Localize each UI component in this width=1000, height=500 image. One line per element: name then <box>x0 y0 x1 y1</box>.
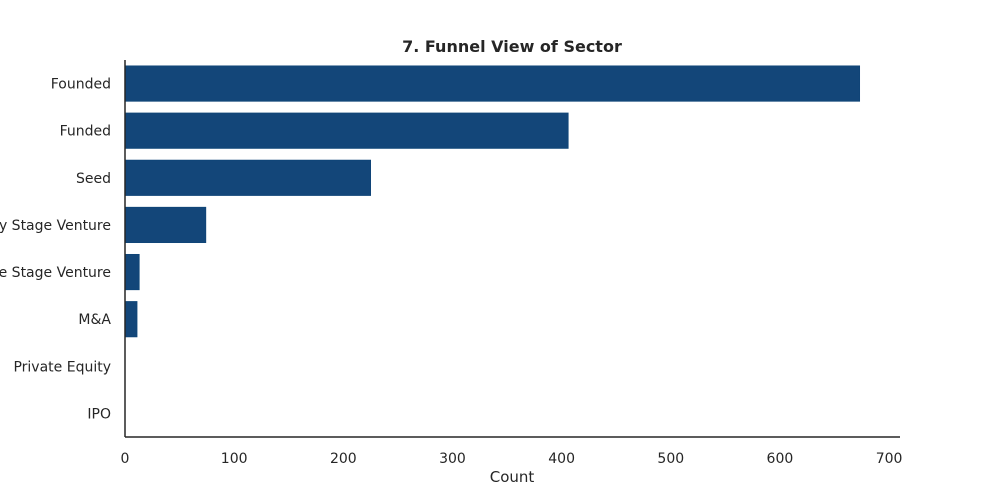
x-tick-label: 400 <box>548 451 575 467</box>
y-tick-label: M&A <box>78 312 111 328</box>
y-tick-label: Founded <box>51 77 111 93</box>
bar-founded <box>124 65 861 102</box>
y-tick-label: Late Stage Venture <box>0 265 111 281</box>
bar-funded <box>124 112 569 149</box>
bar-m-a <box>124 301 138 338</box>
y-tick-label: Private Equity <box>13 359 111 375</box>
y-tick-label: Seed <box>76 171 111 187</box>
x-tick-label: 500 <box>657 451 684 467</box>
x-tick-label: 200 <box>330 451 357 467</box>
chart-title: 7. Funnel View of Sector <box>402 37 622 56</box>
y-tick-labels: Founded Funded Seed Early Stage Venture Late… <box>0 77 111 423</box>
x-tick-label: 300 <box>439 451 466 467</box>
y-tick-label: Early Stage Venture <box>0 218 111 234</box>
x-tick-label: 0 <box>121 451 130 467</box>
x-tick-label: 700 <box>876 451 903 467</box>
y-tick-label: Funded <box>60 124 111 140</box>
bars-layer <box>124 65 861 338</box>
x-axis-label: Count <box>490 468 535 486</box>
y-tick-label: IPO <box>87 406 111 422</box>
bar-seed <box>124 159 371 196</box>
x-tick-label: 100 <box>221 451 248 467</box>
bar-late-stage-venture <box>124 253 140 291</box>
x-tick-label: 600 <box>767 451 794 467</box>
bar-early-stage-venture <box>124 206 207 244</box>
x-tick-labels: 0 100 200 300 400 500 600 700 <box>121 451 903 467</box>
